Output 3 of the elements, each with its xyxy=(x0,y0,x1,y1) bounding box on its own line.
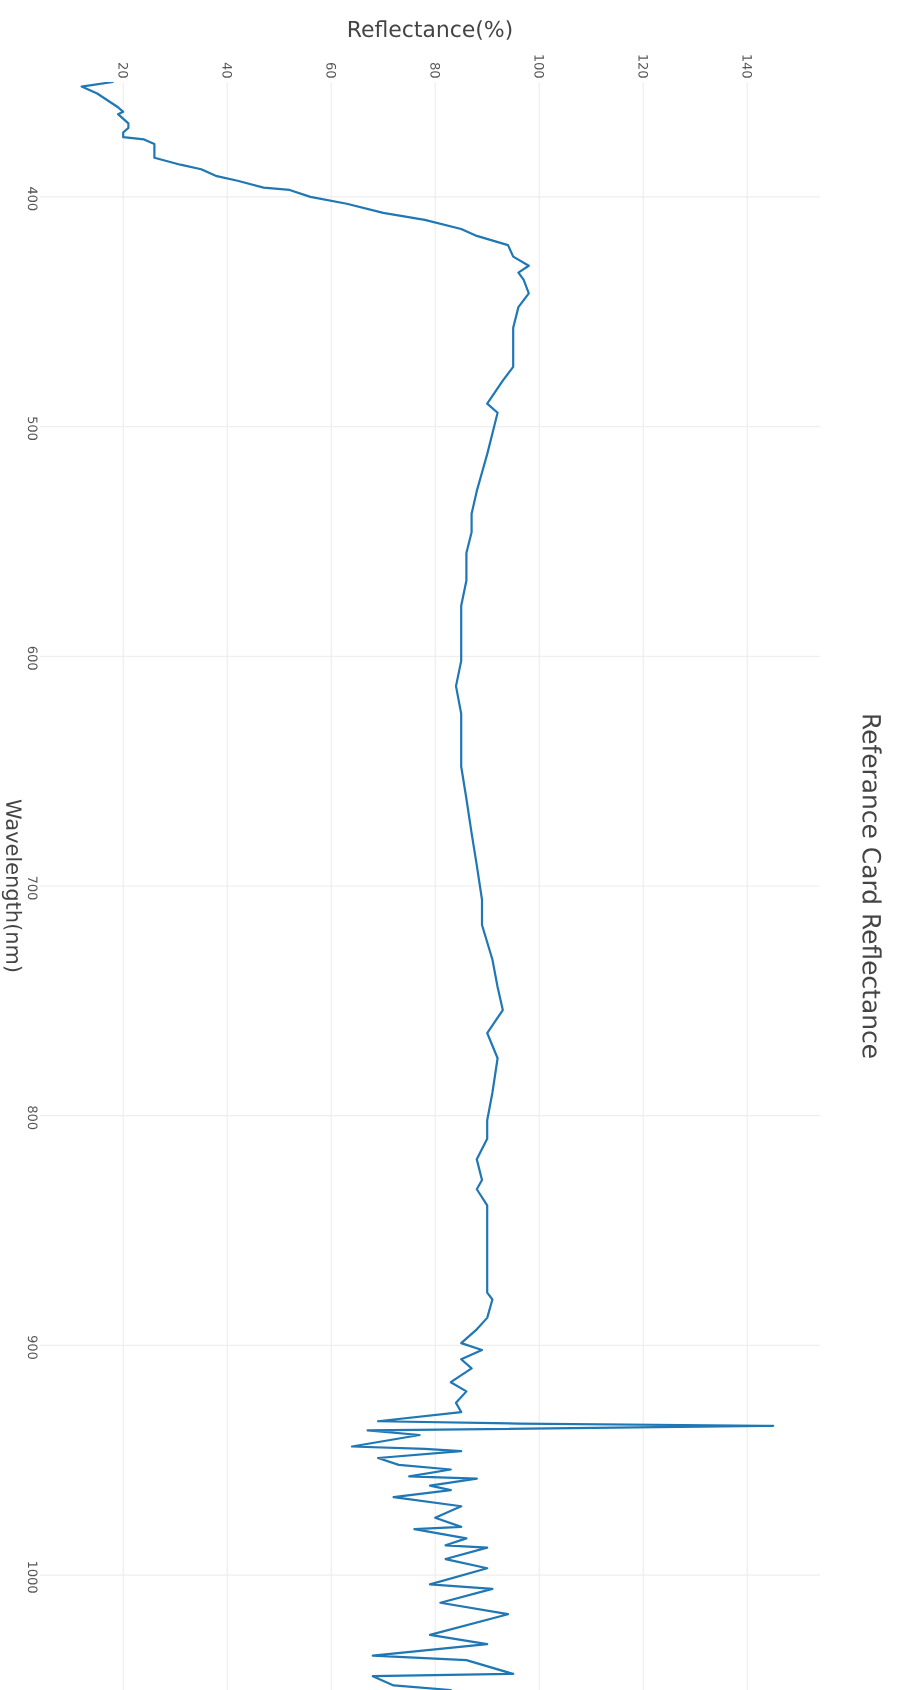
text: Referance Card Reflectance xyxy=(862,715,882,1058)
y-axis-title: Wavelength(nm) xyxy=(1,799,23,972)
x-axis-title: Reflectance(%) xyxy=(348,20,512,40)
